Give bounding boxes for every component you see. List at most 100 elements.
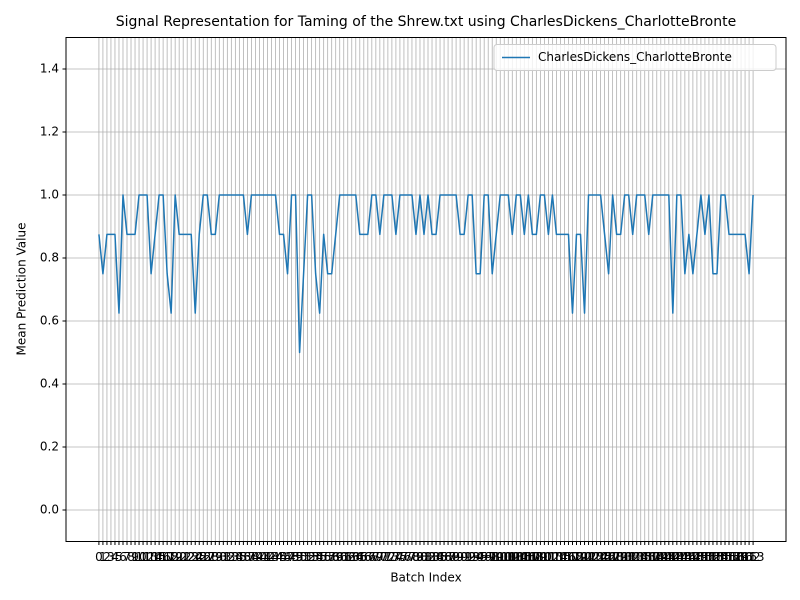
x-tick-label: 28	[204, 550, 219, 564]
x-tick-label: 92	[460, 550, 475, 564]
y-tick-label: 1.0	[40, 188, 59, 202]
x-tick-label: 87	[440, 550, 455, 564]
x-tick-label: 97	[481, 550, 496, 564]
x-tick-label: 114	[545, 550, 568, 564]
x-tick-label: 108	[521, 550, 544, 564]
chart-title: Signal Representation for Taming of the …	[116, 14, 736, 30]
x-tick-label: 88	[444, 550, 459, 564]
x-tick-label: 130	[609, 550, 632, 564]
x-tick-label: 103	[501, 550, 524, 564]
x-tick-label: 141	[653, 550, 676, 564]
x-tick-label: 51	[296, 550, 311, 564]
x-tick-label: 147	[677, 550, 700, 564]
x-axis-label: Batch Index	[390, 571, 461, 585]
x-tick-label: 34	[228, 550, 243, 564]
x-tick-label: 126	[593, 550, 616, 564]
x-tick-label: 22	[180, 550, 195, 564]
x-tick-label: 41	[256, 550, 271, 564]
x-tick-label: 157	[718, 550, 741, 564]
x-tick-label: 152	[697, 550, 720, 564]
line	[98, 194, 754, 354]
x-tick-label: 98	[485, 550, 500, 564]
x-tick-label: 52	[300, 550, 315, 564]
x-tick-label: 127	[597, 550, 620, 564]
x-tick-label: 104	[505, 550, 528, 564]
x-tick-label: 154	[706, 550, 729, 564]
x-tick-label: 3	[107, 550, 115, 564]
x-tick-label: 112	[537, 550, 560, 564]
plot	[98, 194, 754, 354]
x-tick-label: 40	[252, 550, 267, 564]
x-tick-label: 61	[336, 550, 351, 564]
x-tick-label: 31	[216, 550, 231, 564]
x-tick-label: 45	[272, 550, 287, 564]
x-tick-label: 148	[681, 550, 704, 564]
x-tick-label: 83	[424, 550, 439, 564]
x-tick-label: 119	[565, 550, 588, 564]
x-tick-label: 1	[99, 550, 107, 564]
x-tick-label: 136	[633, 550, 656, 564]
x-tick-label: 158	[722, 550, 745, 564]
x-tick-label: 93	[465, 550, 480, 564]
x-tick-label: 33	[224, 550, 239, 564]
x-tick-label: 35	[232, 550, 247, 564]
x-tick-label: 49	[288, 550, 303, 564]
x-tick-label: 120	[569, 550, 592, 564]
x-tick-label: 125	[589, 550, 612, 564]
x-tick-label: 18	[164, 550, 179, 564]
x-tick-label: 29	[208, 550, 223, 564]
x-tick-label: 73	[384, 550, 399, 564]
x-tick-label: 117	[557, 550, 580, 564]
x-tick-label: 134	[625, 550, 648, 564]
x-tick-label: 121	[573, 550, 596, 564]
x-tick-label: 163	[742, 550, 765, 564]
x-tick-label: 153	[702, 550, 725, 564]
x-tick-label: 64	[348, 550, 363, 564]
x-tick-label: 96	[477, 550, 492, 564]
x-tick-label: 54	[308, 550, 323, 564]
x-tick-label: 101	[493, 550, 516, 564]
y-tick-label: 0.8	[40, 251, 59, 265]
x-tick-label: 156	[714, 550, 737, 564]
y-tick-label: 0.2	[40, 440, 59, 454]
x-tick-label: 150	[689, 550, 712, 564]
x-tick-label: 90	[452, 550, 467, 564]
x-tick-label: 85	[432, 550, 447, 564]
y-tick-label: 0.4	[40, 377, 59, 391]
x-tick-label: 123	[581, 550, 604, 564]
x-tick-label: 69	[368, 550, 383, 564]
y-tick-label: 0.0	[40, 503, 59, 517]
x-tick-label: 66	[356, 550, 371, 564]
x-tick-label: 12	[139, 550, 154, 564]
x-tick-label: 131	[613, 550, 636, 564]
x-tick-label: 79	[408, 550, 423, 564]
x-tick-label: 25	[192, 550, 207, 564]
x-tick-label: 143	[661, 550, 684, 564]
x-tick-label: 13	[143, 550, 158, 564]
x-tick-label: 139	[645, 550, 668, 564]
x-tick-label: 76	[396, 550, 411, 564]
x-tick-label: 8	[127, 550, 135, 564]
x-tick-label: 50	[292, 550, 307, 564]
x-tick-label: 43	[264, 550, 279, 564]
x-tick-label: 149	[685, 550, 708, 564]
x-tick-label: 10	[131, 550, 146, 564]
x-tick-label: 113	[541, 550, 564, 564]
y-axis-label: Mean Prediction Value	[15, 223, 29, 356]
x-tick-label: 89	[448, 550, 463, 564]
x-tick-label: 160	[730, 550, 753, 564]
x-tick-label: 21	[176, 550, 191, 564]
legend-box	[493, 44, 777, 71]
x-tick-label: 63	[344, 550, 359, 564]
x-tick-label: 70	[372, 550, 387, 564]
x-tick-label: 132	[617, 550, 640, 564]
x-tick-label: 37	[240, 550, 255, 564]
x-tick-label: 161	[734, 550, 757, 564]
x-tick-label: 48	[284, 550, 299, 564]
x-tick-label: 138	[641, 550, 664, 564]
x-tick-label: 39	[248, 550, 263, 564]
x-tick-label: 67	[360, 550, 375, 564]
plot-frame	[65, 37, 787, 542]
x-tick-label: 75	[392, 550, 407, 564]
